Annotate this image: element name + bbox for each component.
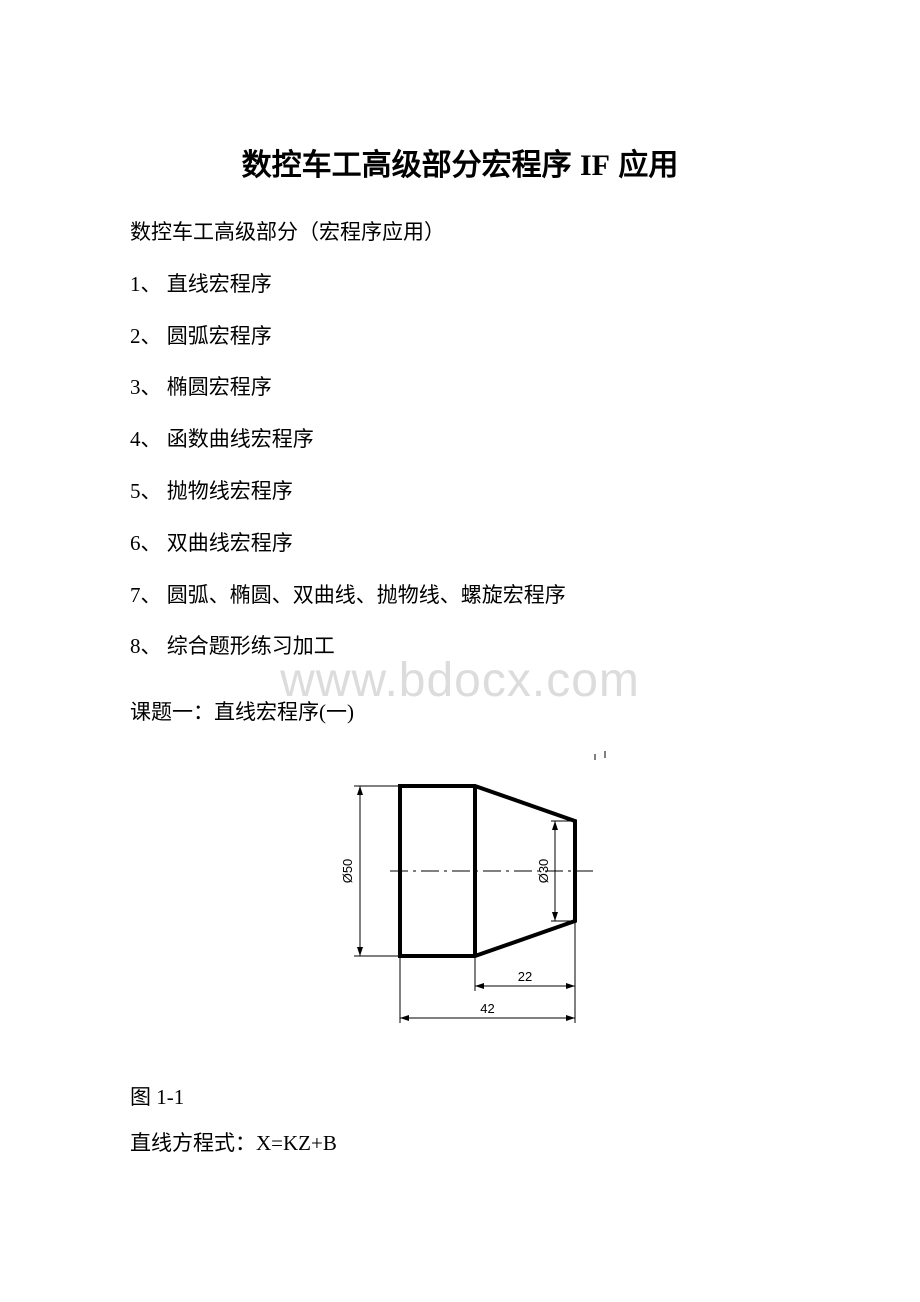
subtitle: 数控车工高级部分（宏程序应用） [130,214,790,252]
diagram-container: Ø50 Ø30 22 42 [130,746,790,1051]
list-item: 7、 圆弧、椭圆、双曲线、抛物线、螺旋宏程序 [130,577,790,615]
topic-heading: 课题一：直线宏程序(一) [130,696,790,726]
figure-label: 图 1-1 [130,1081,790,1111]
title-if: IF [580,149,610,182]
svg-text:42: 42 [480,1001,494,1016]
title-prefix: 数控车工高级部分宏程序 [242,149,580,182]
list-item: 3、 椭圆宏程序 [130,369,790,407]
list-item: 8、 综合题形练习加工 [130,628,790,666]
svg-text:22: 22 [518,969,532,984]
equation: 直线方程式：X=KZ+B [130,1125,790,1163]
page-title: 数控车工高级部分宏程序 IF 应用 [130,140,790,184]
list-item: 4、 函数曲线宏程序 [130,421,790,459]
svg-text:Ø50: Ø50 [340,859,355,884]
list-item: 2、 圆弧宏程序 [130,318,790,356]
diagram-svg: Ø50 Ø30 22 42 [300,746,620,1046]
title-suffix: 应用 [610,149,678,182]
list-item: 5、 抛物线宏程序 [130,473,790,511]
technical-diagram: Ø50 Ø30 22 42 [300,746,620,1051]
svg-text:Ø30: Ø30 [536,859,551,884]
list-item: 6、 双曲线宏程序 [130,525,790,563]
list-item: 1、 直线宏程序 [130,266,790,304]
